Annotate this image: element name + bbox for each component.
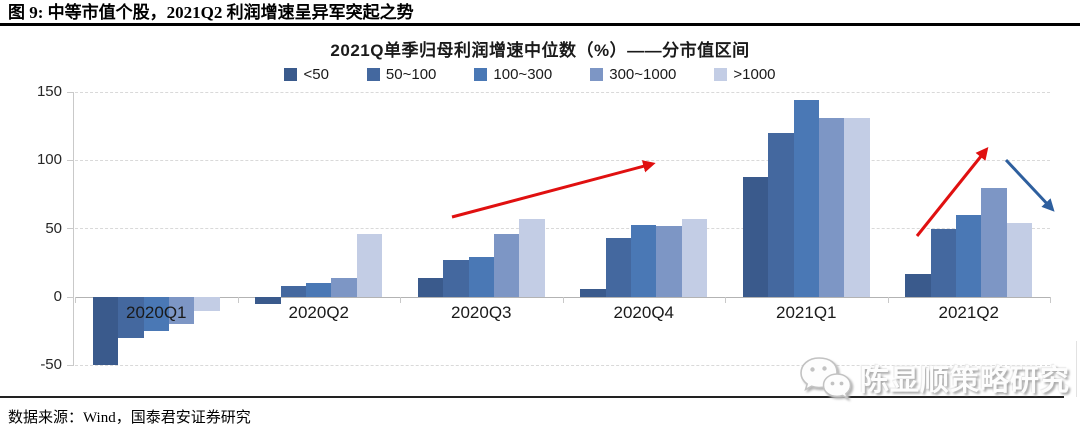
wechat-icon [800, 357, 852, 400]
watermark-text: 陈显顺策略研究 [860, 365, 1071, 397]
x-axis-tick [1050, 297, 1051, 303]
legend-label: 100~300 [493, 66, 553, 83]
gridline [75, 159, 1050, 161]
category-label: 2021Q1 [776, 303, 837, 322]
category-label: 2020Q2 [288, 303, 350, 322]
bar->1000-2020Q1 [194, 297, 220, 311]
bar-300~1000-2021Q1 [818, 118, 845, 297]
chart-legend: <50 50~100 100~300 300~1000 >1000 [0, 66, 1060, 83]
legend-swatch [590, 68, 604, 81]
bar-<50-2020Q3 [417, 277, 444, 297]
y-axis-label: 100 [36, 151, 62, 169]
y-axis-label: 0 [53, 288, 62, 305]
source-line: 数据来源：Wind，国泰君安证券研究 [0, 396, 1064, 427]
bar-50~100-2020Q2 [280, 286, 307, 297]
gridline [75, 364, 1050, 366]
bar->1000-2021Q1 [844, 118, 870, 297]
legend-label: 300~1000 [609, 66, 677, 83]
bar-100~300-2021Q2 [956, 215, 982, 297]
x-axis-tick [237, 297, 239, 303]
bar-50~100-2021Q1 [768, 133, 794, 297]
legend-item-<50: <50 [284, 66, 329, 83]
category-label: 2020Q1 [126, 303, 187, 322]
bar-100~300-2020Q1 [143, 297, 169, 332]
legend-item-50~100: 50~100 [366, 66, 437, 83]
legend-label: <50 [303, 66, 329, 83]
y-axis-tick [67, 364, 73, 366]
y-axis-tick [67, 228, 73, 230]
page-edge-line [1076, 341, 1077, 397]
bar->1000-2020Q3 [519, 219, 545, 297]
category-label: 2020Q3 [451, 303, 512, 322]
bar-300~1000-2020Q3 [493, 234, 520, 297]
category-label: 2021Q2 [938, 303, 1000, 322]
x-axis-tick [400, 297, 401, 303]
bar-300~1000-2021Q2 [981, 187, 1007, 297]
x-axis-tick [562, 297, 564, 303]
x-axis-tick [887, 297, 889, 303]
bar-<50-2021Q1 [742, 176, 769, 297]
y-axis-tick [67, 91, 73, 93]
y-axis-tick [67, 296, 73, 298]
y-axis-line [73, 92, 74, 366]
bar-300~1000-2020Q2 [331, 277, 357, 297]
bar->1000-2021Q2 [1006, 223, 1033, 297]
x-axis-tick [75, 297, 76, 303]
legend-swatch [474, 68, 488, 81]
bar-<50-2020Q2 [255, 297, 281, 304]
bar-<50-2020Q4 [580, 288, 606, 297]
bar-300~1000-2020Q1 [168, 297, 195, 325]
legend-swatch [284, 68, 298, 81]
bar-50~100-2020Q1 [118, 297, 144, 338]
legend-swatch [714, 68, 728, 81]
bar-100~300-2021Q1 [793, 100, 819, 297]
y-axis-label: 150 [36, 83, 62, 101]
watermark: 陈显顺策略研究 [798, 354, 1071, 402]
bar-50~100-2021Q2 [930, 228, 957, 297]
legend-item-100~300: 100~300 [474, 66, 552, 83]
source-text: 数据来源：Wind，国泰君安证券研究 [8, 410, 251, 426]
figure-title: 图 9: 中等市值个股，2021Q2 利润增速呈异军突起之势 [0, 0, 1080, 26]
legend-label: >1000 [733, 66, 776, 83]
category-label: 2020Q4 [613, 303, 675, 322]
trend-arrow [451, 160, 656, 219]
y-axis-label: -50 [40, 356, 62, 374]
legend-swatch [366, 68, 380, 81]
gridline [75, 91, 1050, 93]
legend-label: 50~100 [385, 66, 437, 83]
legend-item-300~1000: 300~1000 [590, 66, 676, 83]
chart-title: 2021Q单季归母利润增速中位数（%）——分市值区间 [330, 41, 750, 60]
bar->1000-2020Q4 [681, 219, 708, 297]
y-axis-label: 50 [45, 219, 62, 237]
x-axis-tick [725, 297, 726, 303]
bar-100~300-2020Q2 [306, 283, 332, 297]
bar-50~100-2020Q3 [443, 260, 469, 297]
legend-item->1000: >1000 [714, 66, 776, 83]
bar-100~300-2020Q3 [468, 257, 494, 297]
bar-300~1000-2020Q4 [656, 225, 682, 297]
gridline [75, 228, 1050, 230]
bar->1000-2020Q2 [356, 234, 383, 297]
y-axis-tick [67, 159, 73, 161]
bar-<50-2020Q1 [92, 297, 119, 366]
bar-<50-2021Q2 [905, 273, 931, 297]
trend-arrow [1004, 158, 1055, 212]
bar-50~100-2020Q4 [605, 238, 632, 297]
bar-100~300-2020Q4 [631, 224, 657, 297]
